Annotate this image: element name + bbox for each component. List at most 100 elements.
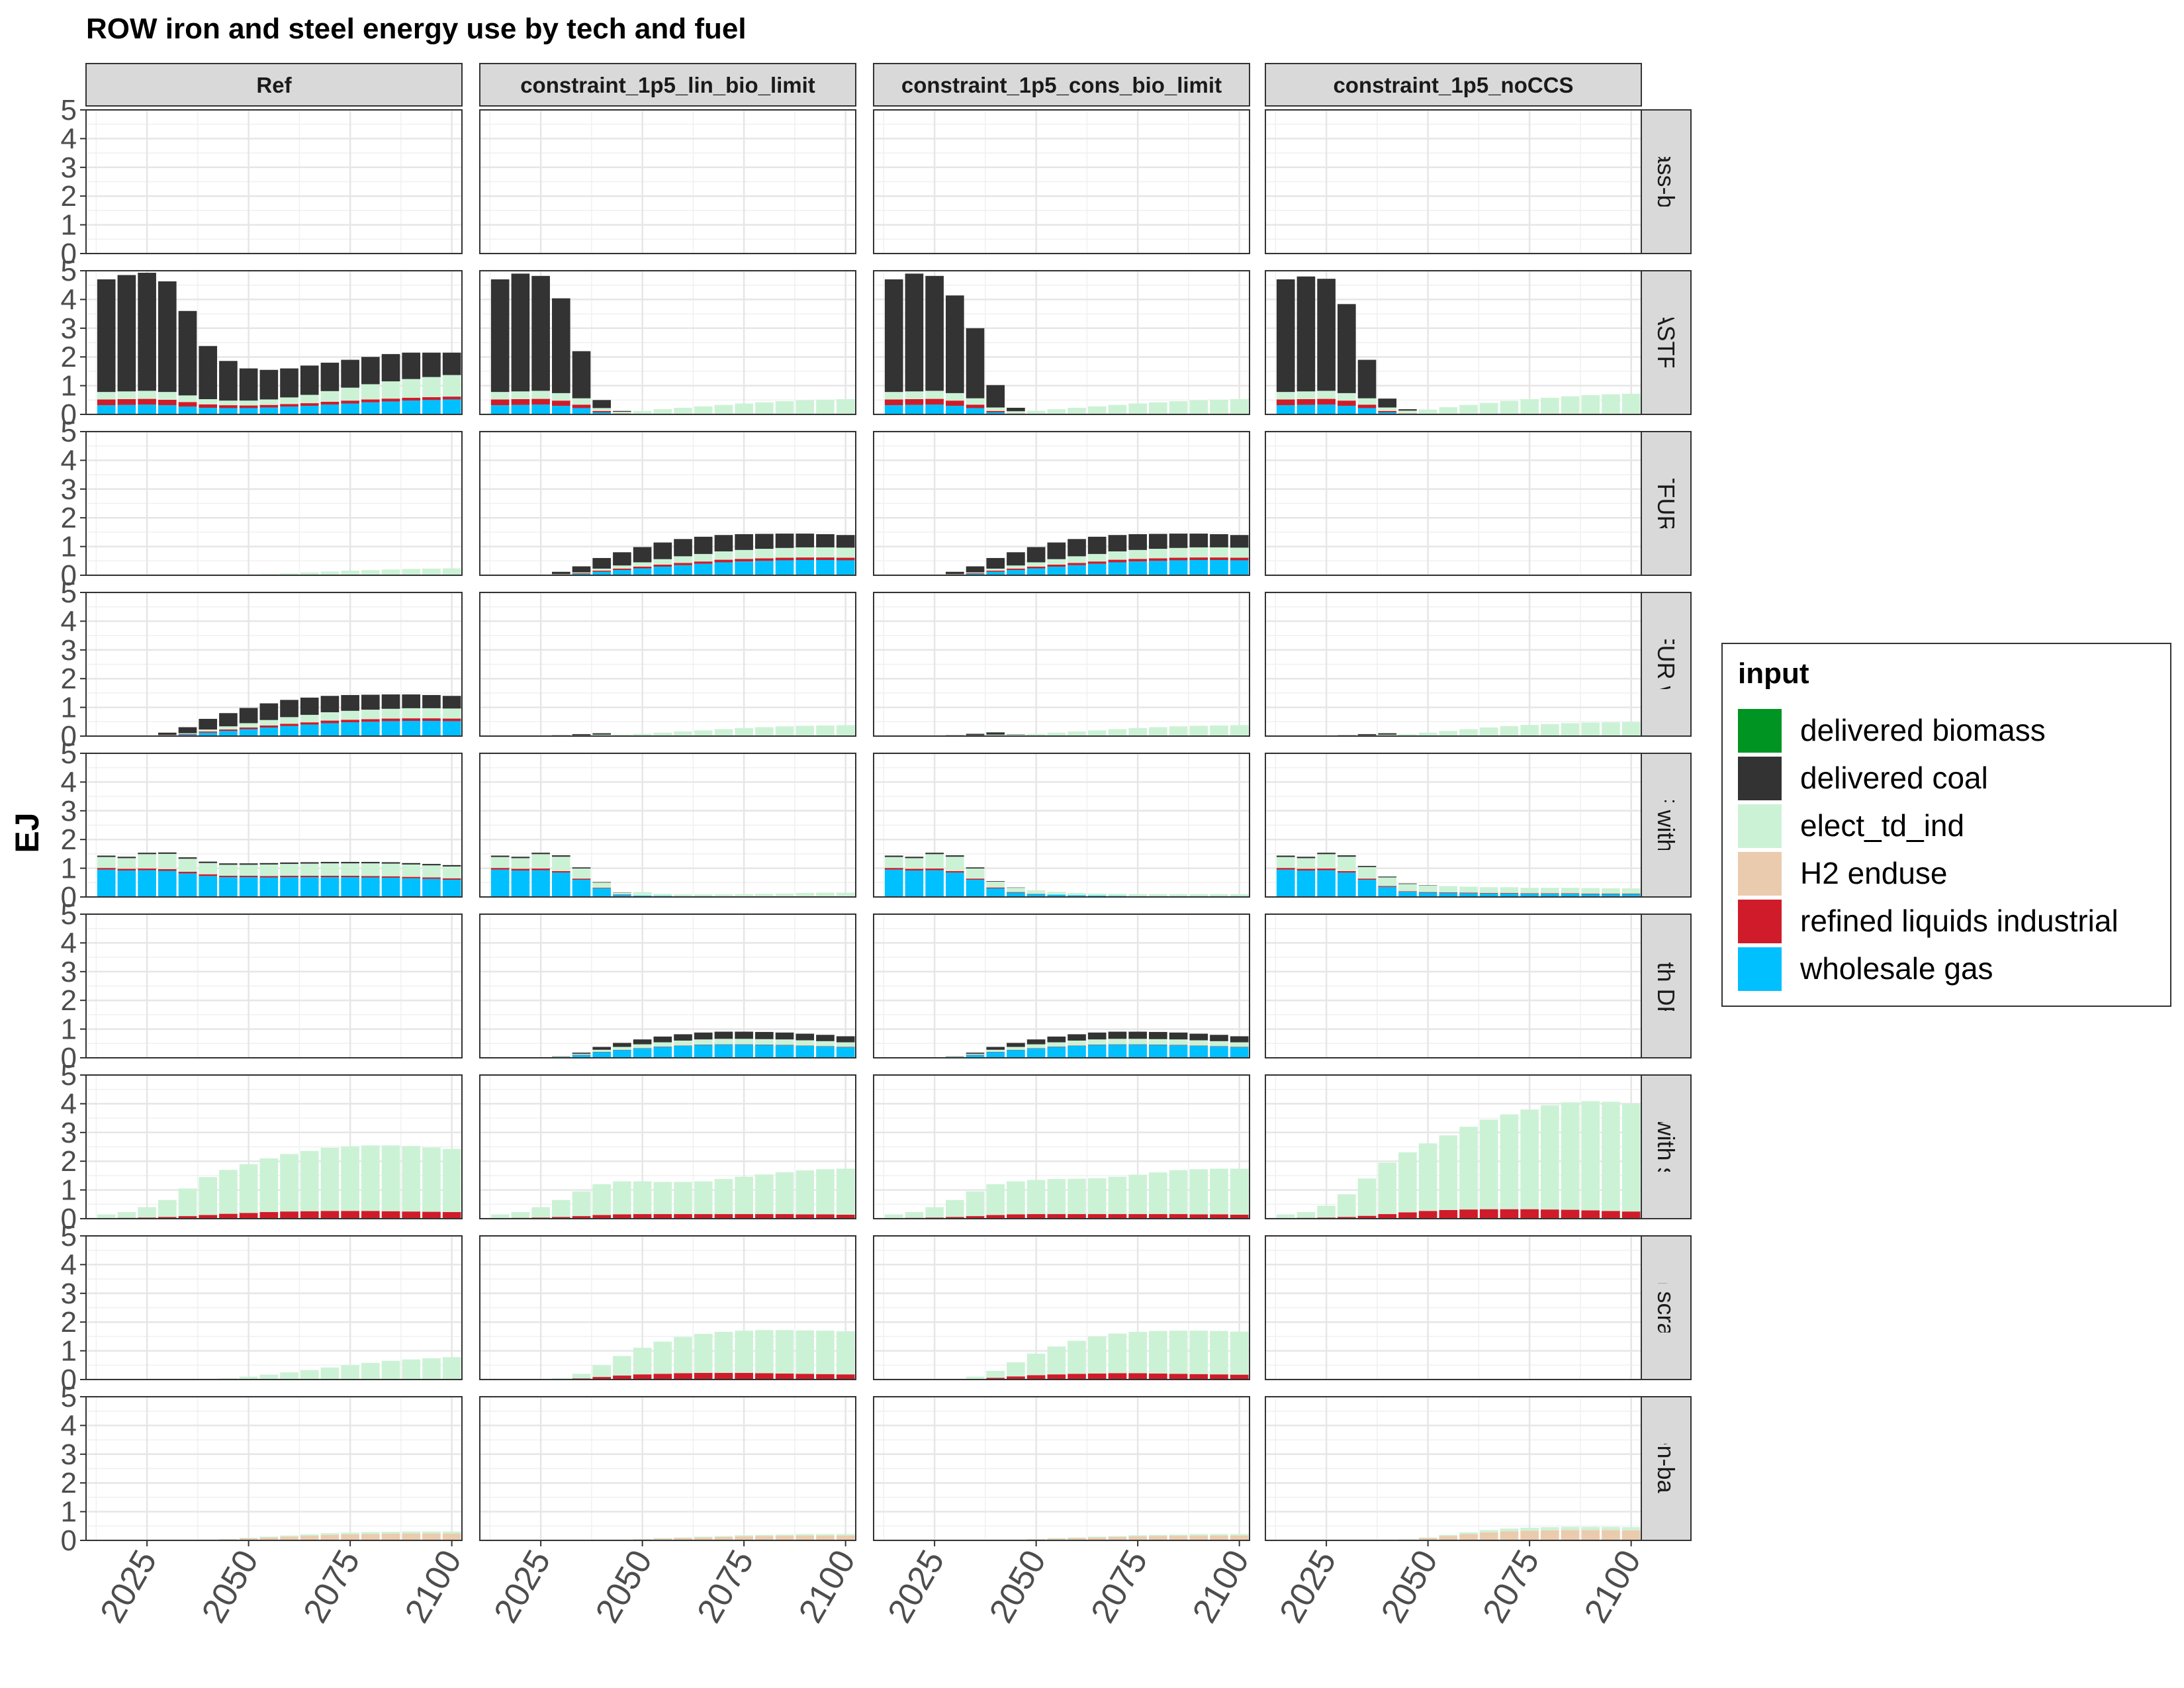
bar-segment [572,1055,591,1058]
bar-segment [945,855,964,857]
y-tick-label: 2 [61,341,77,373]
bar-segment [1317,868,1336,870]
bar-segment [1378,886,1397,897]
bar-segment [97,405,116,414]
y-tick-label: 1 [61,853,77,885]
facet-panel [1265,109,1642,255]
bar-segment [1047,1179,1066,1215]
y-tick-label: 1 [61,1335,77,1368]
bar-segment [320,875,340,878]
bar-segment [199,718,218,730]
bar-segment [178,1216,197,1219]
bar-segment [1189,894,1208,896]
facet-panel [1265,269,1642,416]
bar-segment [1087,1537,1107,1540]
bar-segment [572,878,591,880]
bar-segment [531,404,550,414]
bar-segment [592,400,612,408]
bar-segment [1210,557,1228,560]
row-strip: with scrap C [1641,1235,1692,1380]
bar-segment [1357,1178,1377,1216]
bar-segment [178,873,197,897]
bar-segment [775,401,794,414]
bar-segment [1007,888,1025,892]
bar-segment [735,1331,753,1374]
bar-segment [1087,1336,1107,1374]
bar-segment [1621,1211,1641,1219]
bar-segment [361,876,380,878]
bar-segment [633,1044,652,1049]
bar-segment [1169,1039,1188,1045]
bar-segment [1007,1047,1025,1050]
bar-segment [966,868,985,879]
y-tick-label: 3 [61,795,77,827]
facet-panel [479,1235,856,1381]
bar-segment [259,1536,279,1538]
row-strip-background [1641,431,1692,576]
bar-segment [1026,1048,1046,1049]
row-strip: ASTFUR Co [1641,431,1692,576]
bar-segment [178,734,197,736]
row-strip-background [1641,1396,1692,1541]
bar-segment [158,853,177,869]
bar-segment [1479,892,1498,894]
bar-segment [381,718,400,722]
bar-segment [422,718,441,721]
bar-segment [259,407,279,414]
bar-segment [551,1056,570,1057]
legend-item: H2 enduse [1738,852,1948,896]
facet-panel [873,1395,1250,1542]
bar-segment [402,876,421,878]
bar-segment [1047,1538,1066,1539]
bar-segment [1459,892,1478,894]
bar-segment [1561,723,1580,736]
column-strip-background [873,63,1250,107]
bar-segment [551,857,570,871]
bar-segment [117,404,136,414]
panel-border [479,109,856,254]
bar-segment [381,877,400,897]
bar-segment [674,408,692,414]
bar-segment [775,893,794,897]
bar-segment [945,295,964,393]
bar-segment [1621,888,1641,894]
bar-segment [1561,1526,1580,1530]
bar-segment [945,574,964,575]
bar-segment [966,1055,985,1058]
bar-segment [796,1170,815,1215]
panel-border [85,109,463,254]
bar-segment [300,875,319,878]
bar-segment [735,1535,753,1536]
bar-segment [239,1164,258,1213]
bar-segment [755,1031,774,1039]
bar-segment [1047,564,1066,567]
y-tick-label: 0 [61,1203,77,1235]
bar-segment [300,697,319,715]
bar-segment [1297,404,1316,414]
bar-segment [239,368,258,401]
panel-border [479,1074,856,1219]
bar-segment [178,310,197,396]
bar-segment [402,352,421,379]
bar-segment [735,894,753,897]
bar-segment [966,408,985,414]
bar-segment [836,1042,855,1047]
bar-segment [199,732,218,736]
bar-segment [402,397,421,401]
bar-segment [381,381,400,399]
bar-segment [1007,1376,1025,1380]
facet-panel [873,752,1250,898]
bar-segment [320,1211,340,1219]
bar-segment [966,404,985,408]
bar-segment [361,1211,380,1219]
bar-segment [300,1150,319,1211]
bar-segment [442,568,461,575]
bar-segment [219,863,238,865]
bar-segment [300,405,319,414]
bar-segment [613,1043,631,1047]
bar-segment [1210,547,1228,558]
bar-segment [1149,1172,1167,1215]
panel-border [479,1235,856,1380]
y-tick-label: 1 [61,370,77,402]
bar-segment [1520,1109,1539,1209]
